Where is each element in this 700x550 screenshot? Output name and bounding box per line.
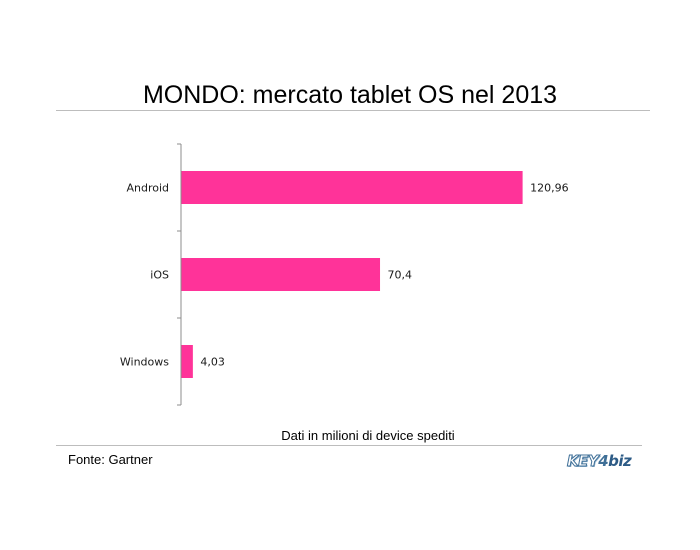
bars xyxy=(181,171,523,378)
title-divider xyxy=(56,110,650,111)
footer-divider xyxy=(56,445,642,446)
category-label: iOS xyxy=(150,269,169,282)
data-label: 70,4 xyxy=(388,269,413,282)
bar-windows xyxy=(181,345,193,378)
data-label: 120,96 xyxy=(530,182,569,195)
bar-android xyxy=(181,171,523,204)
category-label: Android xyxy=(126,182,169,195)
x-axis-caption: Dati in milioni di device spediti xyxy=(281,428,455,443)
category-label: Windows xyxy=(120,356,169,369)
bar-ios xyxy=(181,258,381,291)
labels: Android 120,96 iOS 70,4 Windows 4,03 xyxy=(120,182,569,369)
source-note: Fonte: Gartner xyxy=(68,452,153,467)
chart-title: MONDO: mercato tablet OS nel 2013 xyxy=(142,81,558,109)
data-label: 4,03 xyxy=(200,356,225,369)
key4biz-logo: KEY4biz xyxy=(566,452,632,471)
category-axis xyxy=(177,143,182,406)
